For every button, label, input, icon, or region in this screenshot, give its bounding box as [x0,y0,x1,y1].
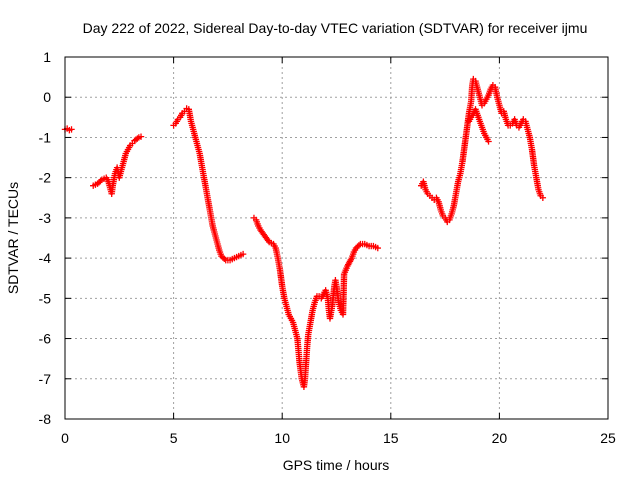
data-points [61,75,547,391]
y-tick-label: -2 [39,170,52,186]
grid-lines [65,57,608,419]
x-tick-label: 20 [492,430,508,446]
chart-title: Day 222 of 2022, Sidereal Day-to-day VTE… [83,20,588,36]
x-tick-label: 25 [600,430,616,446]
data-point [97,177,104,185]
data-point [539,194,547,201]
y-tick-label: -6 [39,331,52,347]
y-tick-label: 1 [43,49,51,65]
data-point [355,242,363,249]
data-point [221,255,228,262]
x-tick-label: 0 [61,430,69,446]
x-tick-label: 15 [383,430,399,446]
y-tick-label: -1 [39,129,52,145]
data-point [137,133,145,140]
x-axis-label: GPS time / hours [283,457,390,473]
data-point [134,135,141,142]
y-axis-label: SDTVAR / TECUs [5,182,21,294]
y-tick-label: -5 [39,290,52,306]
data-point [68,126,75,133]
x-tick-label: 5 [170,430,178,446]
y-tick-label: -3 [39,210,52,226]
y-tick-label: 0 [43,89,51,105]
y-tick-label: -8 [39,411,52,427]
y-tick-label: -7 [39,371,52,387]
axis-ticks [64,56,609,420]
data-point [239,250,247,258]
y-tick-label: -4 [39,250,52,266]
data-point [374,244,381,252]
x-tick-label: 10 [274,430,290,446]
plot-frame [64,56,609,420]
data-point [485,138,492,145]
